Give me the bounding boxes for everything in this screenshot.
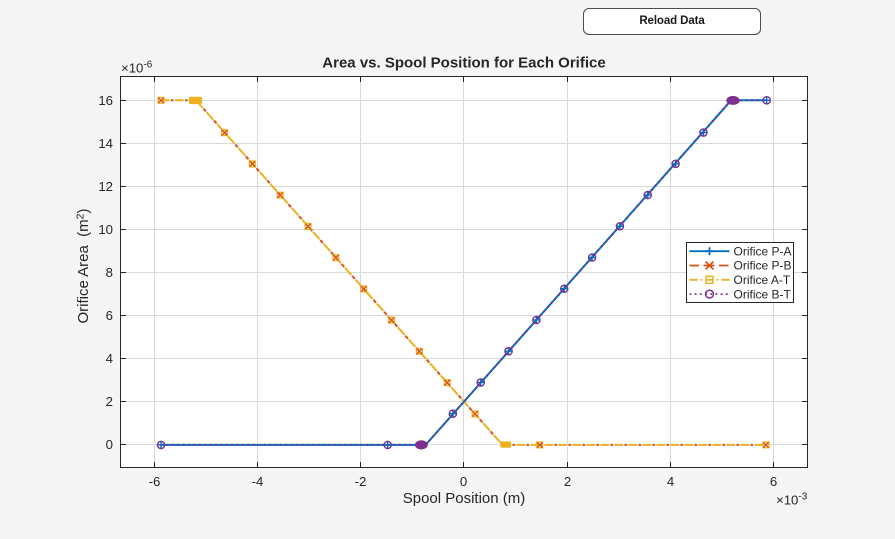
svg-text:Spool Position (m): Spool Position (m) <box>403 490 526 507</box>
svg-text:2: 2 <box>106 394 113 409</box>
svg-text:-2: -2 <box>355 474 367 489</box>
svg-text:-4: -4 <box>252 474 264 489</box>
svg-text:Orifice A-T: Orifice A-T <box>734 273 791 287</box>
svg-text:2: 2 <box>564 474 571 489</box>
svg-text:16: 16 <box>98 93 113 108</box>
svg-text:-6: -6 <box>149 474 161 489</box>
svg-text:×10-6: ×10-6 <box>121 60 153 76</box>
svg-text:0: 0 <box>106 437 113 452</box>
svg-text:Orifice B-T: Orifice B-T <box>734 287 792 301</box>
svg-text:Area vs. Spool Position for Ea: Area vs. Spool Position for Each Orifice <box>322 55 605 72</box>
svg-text:6: 6 <box>106 308 113 323</box>
svg-text:4: 4 <box>106 351 113 366</box>
svg-text:4: 4 <box>667 474 674 489</box>
svg-text:14: 14 <box>98 136 113 151</box>
svg-text:6: 6 <box>770 474 777 489</box>
svg-text:×10-3: ×10-3 <box>776 492 808 508</box>
svg-text:Orifice P-B: Orifice P-B <box>734 259 792 273</box>
svg-text:0: 0 <box>460 474 467 489</box>
svg-text:8: 8 <box>106 265 113 280</box>
svg-text:10: 10 <box>98 222 113 237</box>
svg-text:Orifice P-A: Orifice P-A <box>734 244 792 258</box>
svg-text:Orifice Area (m2): Orifice Area (m2) <box>75 208 93 323</box>
svg-text:12: 12 <box>98 179 113 194</box>
